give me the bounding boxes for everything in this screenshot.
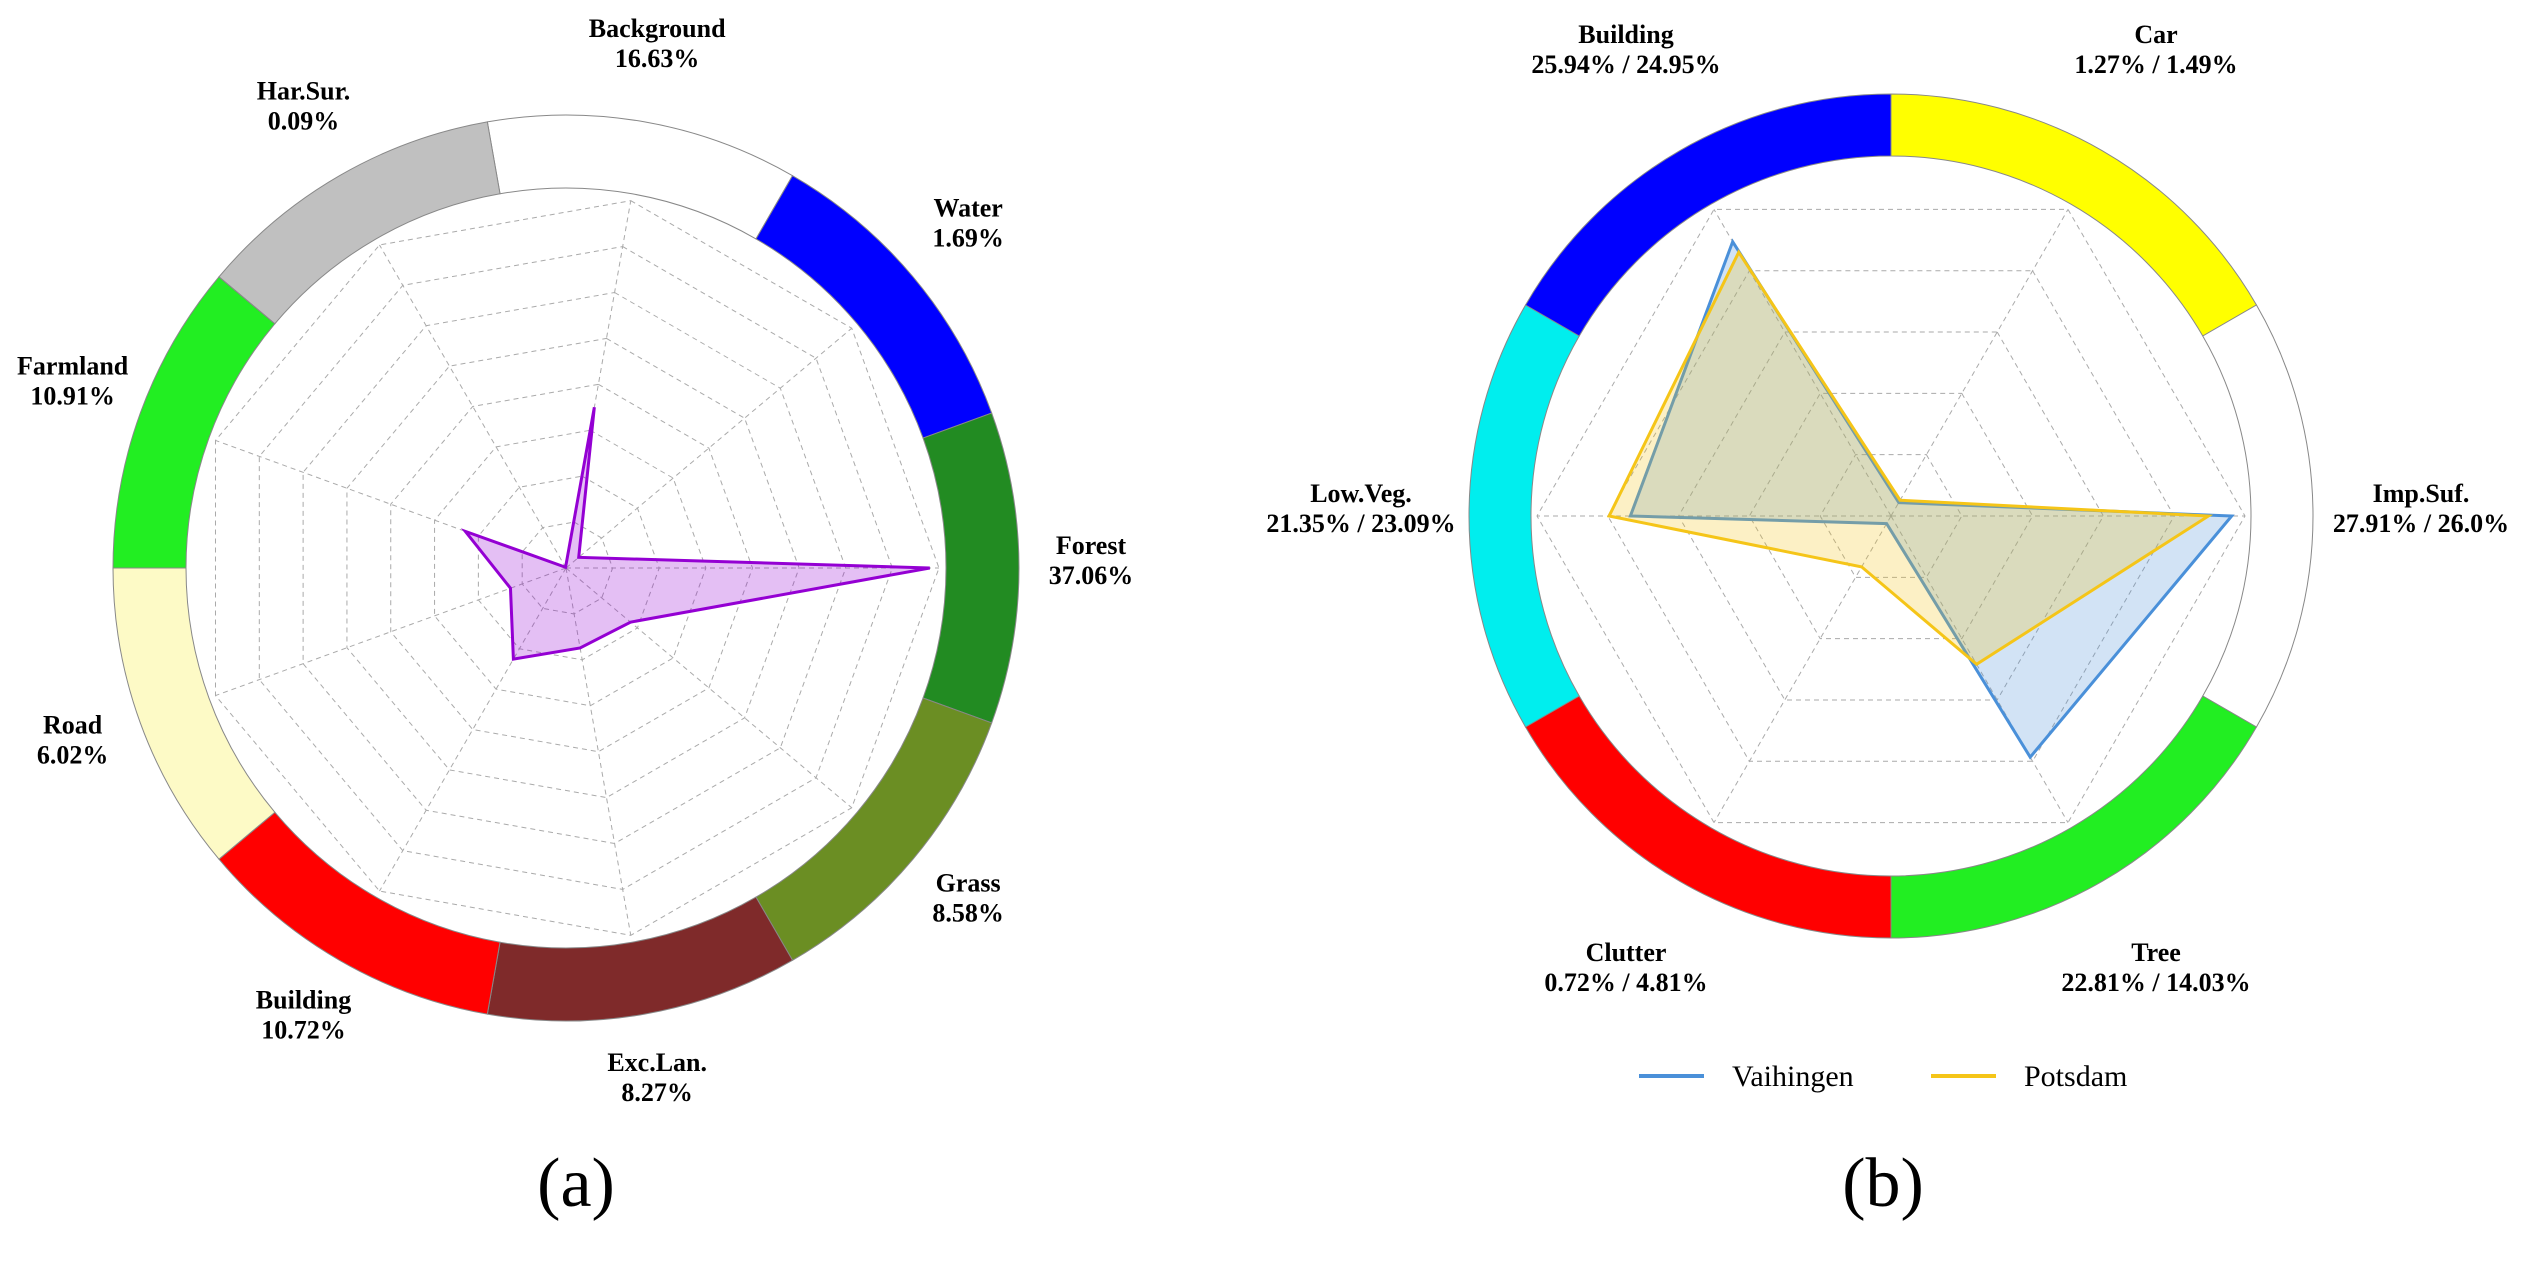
grid-ring	[521, 521, 614, 615]
value-label: 10.91%	[30, 381, 115, 410]
category-label: Tree 22.81% / 14.03%	[2061, 938, 2250, 997]
value-label: 27.91%	[2333, 509, 2418, 538]
category-label: Clutter 0.72% / 4.81%	[1544, 938, 1707, 997]
label-separator: /	[1351, 509, 1371, 538]
category-name: Forest	[1056, 531, 1127, 560]
category-name: Building	[1578, 20, 1673, 49]
grid-ring	[302, 291, 847, 845]
category-name: Clutter	[1586, 938, 1667, 967]
grid-ring	[214, 200, 940, 936]
grid-spoke	[379, 244, 567, 569]
value-label: 0.72%	[1544, 968, 1616, 997]
value-label: 0.09%	[268, 106, 340, 135]
ring-segment	[218, 121, 501, 325]
category-label: Building 25.94% / 24.95%	[1531, 20, 1720, 79]
value-label: 25.94%	[1531, 50, 1616, 79]
grid-spoke	[215, 439, 567, 569]
category-name: Grass	[936, 868, 1001, 897]
value-label: 14.03%	[2166, 968, 2251, 997]
grid-spoke	[565, 327, 853, 569]
category-label: Imp.Suf. 27.91% / 26.0%	[2333, 479, 2509, 538]
value-label: 4.81%	[1636, 968, 1708, 997]
category-label: Har.Sur. 0.09%	[257, 76, 350, 135]
ring-segment	[486, 114, 794, 240]
ring-segment	[1890, 695, 2258, 939]
category-label: Background 16.63%	[589, 14, 726, 73]
grid-spoke	[565, 567, 632, 936]
chart-title: (a)	[537, 1145, 615, 1222]
category-name: Background	[589, 14, 726, 43]
category-name: Building	[256, 986, 351, 1015]
ring-segment	[112, 276, 276, 569]
grid-spoke	[215, 567, 567, 697]
grid-ring	[1819, 454, 1963, 578]
ring-segment	[112, 567, 276, 860]
grid-ring	[258, 246, 893, 890]
category-label: Road 6.02%	[37, 711, 109, 770]
category-label: Farmland 10.91%	[17, 351, 129, 410]
category-name: Farmland	[17, 351, 129, 380]
category-name: Imp.Suf.	[2373, 479, 2470, 508]
radar-area	[1606, 249, 2214, 667]
chart-title: (b)	[1842, 1145, 1924, 1222]
category-name: Water	[934, 194, 1003, 223]
category-name: Har.Sur.	[257, 76, 350, 105]
category-name: Road	[43, 711, 103, 740]
legend-label: Vaihingen	[1732, 1060, 1854, 1093]
value-label: 23.09%	[1371, 509, 1456, 538]
ring-segment	[1524, 93, 1892, 337]
value-label: 37.06%	[1049, 561, 1134, 590]
label-separator: /	[2417, 509, 2437, 538]
value-label: 8.27%	[621, 1078, 693, 1107]
label-separator: /	[2146, 968, 2166, 997]
grid-ring	[390, 383, 754, 753]
category-name: Exc.Lan.	[607, 1048, 707, 1077]
category-label: Car 1.27% / 1.49%	[2074, 20, 2237, 79]
grid-spoke	[1890, 209, 2069, 517]
category-name: Low.Veg.	[1310, 479, 1412, 508]
category-label: Exc.Lan. 8.27%	[607, 1048, 707, 1107]
value-label: 1.49%	[2166, 50, 2238, 79]
value-label: 22.81%	[2061, 968, 2146, 997]
radar-area	[1628, 238, 2235, 760]
grid-spoke	[379, 567, 567, 892]
grid-ring	[477, 475, 660, 661]
ring-segment	[1524, 695, 1892, 939]
ring-segment	[1890, 93, 2258, 337]
category-name: Car	[2134, 20, 2177, 49]
value-label: 1.27%	[2074, 50, 2146, 79]
value-label: 16.63%	[615, 44, 700, 73]
value-label: 26.0%	[2438, 509, 2510, 538]
category-label: Water 1.69%	[932, 194, 1004, 253]
grid-spoke	[565, 567, 853, 809]
label-separator: /	[2146, 50, 2166, 79]
ring-segment	[486, 896, 794, 1022]
category-label: Grass 8.58%	[932, 868, 1004, 927]
label-separator: /	[1616, 968, 1636, 997]
value-label: 10.72%	[261, 1016, 346, 1045]
label-separator: /	[1616, 50, 1636, 79]
category-name: Tree	[2131, 938, 2181, 967]
value-label: 8.58%	[932, 898, 1004, 927]
category-label: Forest 37.06%	[1049, 531, 1134, 590]
value-label: 24.95%	[1636, 50, 1721, 79]
radar-area	[460, 406, 931, 661]
grid-spoke	[1890, 515, 2069, 823]
value-label: 1.69%	[932, 224, 1004, 253]
category-label: Low.Veg. 21.35% / 23.09%	[1266, 479, 1455, 538]
grid-spoke	[1713, 209, 1892, 517]
value-label: 21.35%	[1266, 509, 1351, 538]
legend-label: Potsdam	[2024, 1060, 2127, 1093]
ring-segment	[218, 811, 501, 1015]
category-label: Building 10.72%	[256, 986, 351, 1045]
grid-ring	[1748, 392, 2034, 640]
grid-spoke	[565, 200, 632, 569]
value-label: 6.02%	[37, 741, 109, 770]
